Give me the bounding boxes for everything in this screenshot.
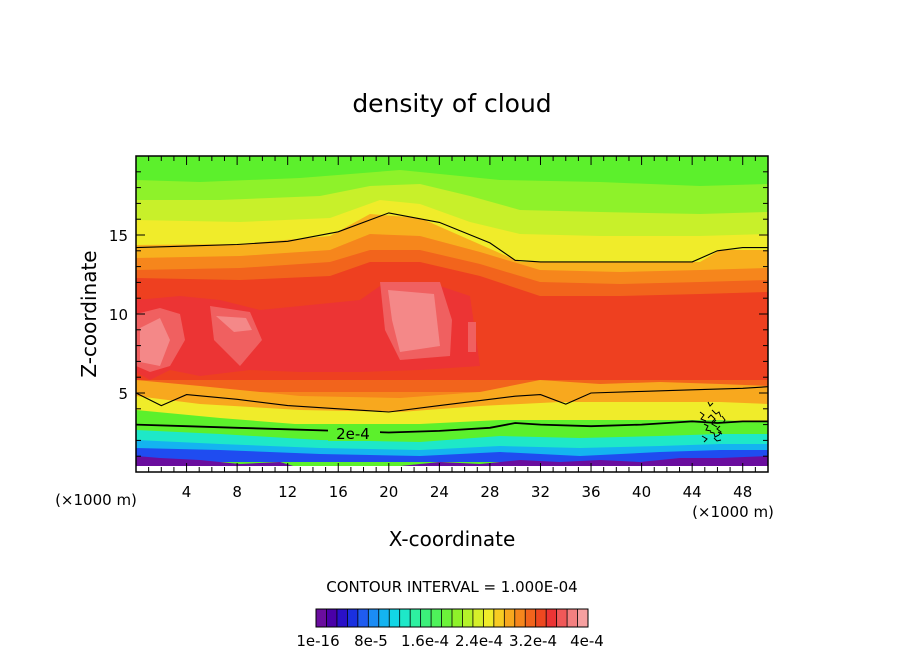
contour-label: 2e-4 [336, 425, 370, 443]
contour-speckles [699, 401, 726, 443]
x-tick-label: 36 [581, 483, 600, 501]
y-axis: 5 10 15 [109, 171, 768, 457]
band-cyan [136, 440, 768, 456]
y-tick-label: 5 [118, 385, 128, 403]
x-tick-label: 8 [232, 483, 242, 501]
colorbar-swatch [514, 609, 526, 627]
colorbar-label: 2.4e-4 [455, 632, 503, 650]
x-tick-label: 16 [329, 483, 348, 501]
y-tick-label: 10 [109, 306, 128, 324]
colorbar-swatch [326, 609, 338, 627]
contour-line [136, 420, 768, 434]
colorbar-swatch [483, 609, 495, 627]
band-lower-yellow [136, 396, 768, 424]
contour-line [136, 386, 768, 413]
colorbar-swatch [336, 609, 348, 627]
colorbar-swatch [525, 609, 536, 627]
x-unit-left: (×1000 m) [55, 491, 137, 509]
colorbar-swatch [452, 609, 463, 627]
colorbar-swatch [546, 609, 557, 627]
x-unit-right: (×1000 m) [692, 503, 774, 521]
colorbar-swatch [577, 609, 589, 627]
colorbar-swatch [357, 609, 369, 627]
colorbar-swatch [556, 609, 568, 627]
colorbar-swatch [493, 609, 505, 627]
x-tick-label: 28 [480, 483, 499, 501]
colorbar-swatch [431, 609, 442, 627]
x-tick-label: 40 [632, 483, 651, 501]
chart-title: density of cloud [352, 89, 551, 118]
colorbar-swatch [316, 609, 327, 627]
x-tick-label: 20 [379, 483, 398, 501]
colorbar-swatch [378, 609, 390, 627]
band-teal [136, 430, 768, 450]
colorbar [315, 608, 589, 628]
contour-lines [136, 212, 768, 434]
band-light-pink [140, 290, 440, 366]
colorbar-label: 4e-4 [570, 632, 604, 650]
colorbar-label: 3.2e-4 [509, 632, 557, 650]
x-tick-label: 24 [430, 483, 449, 501]
colorbar-swatch [472, 609, 484, 627]
colorbar-swatch [462, 609, 474, 627]
y-axis-label: Z-coordinate [77, 250, 101, 377]
colorbar-frame [315, 608, 589, 628]
contour-label-bg [328, 425, 380, 441]
colorbar-label: 1e-16 [296, 632, 339, 650]
colorbar-swatch [399, 609, 411, 627]
colorbar-swatch [368, 609, 380, 627]
colorbar-swatch [389, 609, 400, 627]
colorbar-label: 1.6e-4 [401, 632, 449, 650]
contour-plot-area [136, 156, 768, 472]
x-tick-label: 44 [683, 483, 702, 501]
contour-line [136, 212, 768, 263]
colorbar-swatch [504, 609, 516, 627]
x-tick-label: 12 [278, 483, 297, 501]
colorbar-label: 8e-5 [354, 632, 388, 650]
x-tick-label: 48 [733, 483, 752, 501]
colorbar-labels: 1e-16 8e-5 1.6e-4 2.4e-4 3.2e-4 4e-4 [296, 632, 604, 650]
colorbar-swatch [410, 609, 421, 627]
colorbar-swatch [441, 609, 453, 627]
colorbar-swatch [347, 609, 359, 627]
colorbar-swatch [567, 609, 578, 627]
band-lower-green [136, 410, 768, 440]
x-tick-label: 32 [531, 483, 550, 501]
colorbar-swatch [420, 609, 432, 627]
y-tick-label: 15 [109, 227, 128, 245]
band-blue [136, 448, 768, 462]
x-axis: 4 8 12 16 20 24 28 32 36 40 44 48 [148, 156, 756, 501]
colorbar-swatch [535, 609, 547, 627]
contour-interval-text: CONTOUR INTERVAL = 1.000E-04 [326, 578, 577, 596]
x-tick-label: 4 [182, 483, 192, 501]
x-axis-label: X-coordinate [389, 527, 516, 551]
